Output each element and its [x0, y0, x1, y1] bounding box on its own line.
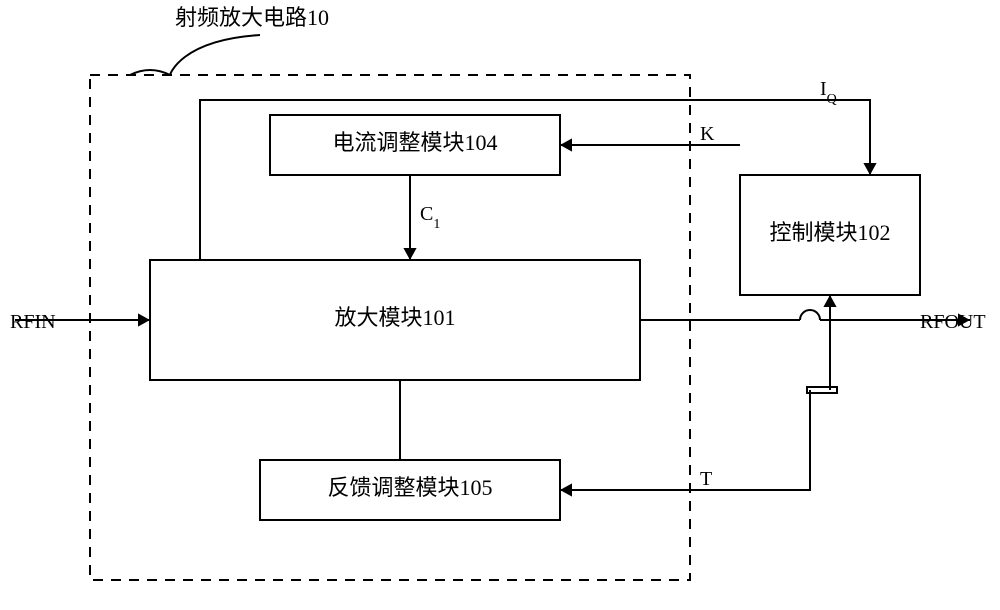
label-rfin: RFIN	[10, 311, 56, 333]
current-adjust-module-label: 电流调整模块104	[332, 130, 497, 155]
label-c1-base: C	[420, 203, 433, 225]
label-rfout: RFOUT	[920, 311, 986, 333]
label-k: K	[700, 123, 715, 145]
amplifier-module-label: 放大模块101	[334, 305, 455, 330]
label-iq-base: I	[820, 78, 827, 100]
label-c1-sub: 1	[433, 217, 440, 232]
control-module-label: 控制模块102	[769, 220, 890, 245]
label-t: T	[700, 468, 712, 490]
diagram-title: 射频放大电路10	[175, 5, 329, 30]
label-iq-sub: Q	[827, 92, 837, 107]
feedback-adjust-module-label: 反馈调整模块105	[327, 475, 492, 500]
